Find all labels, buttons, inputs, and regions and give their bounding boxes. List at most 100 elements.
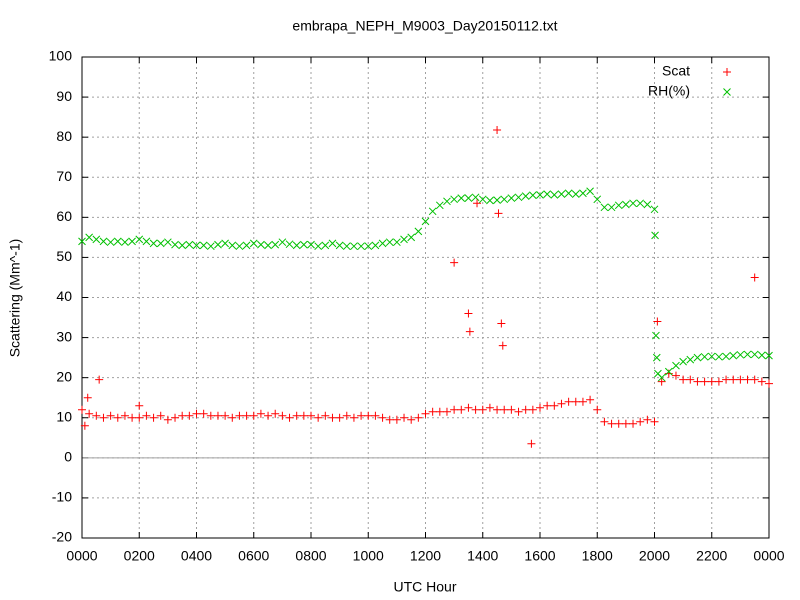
point — [80, 421, 89, 430]
point — [92, 411, 101, 420]
point — [95, 375, 104, 384]
point — [414, 227, 423, 236]
x-tick-label: 0400 — [181, 548, 212, 564]
point — [536, 191, 544, 199]
point — [278, 238, 287, 247]
point — [378, 239, 387, 248]
point — [128, 413, 137, 422]
point — [321, 241, 330, 250]
y-tick-label: 80 — [56, 128, 72, 144]
point — [357, 242, 365, 251]
point — [349, 413, 358, 422]
point — [564, 397, 573, 406]
y-tick-label: 70 — [56, 168, 72, 184]
point — [83, 393, 92, 402]
point — [335, 413, 344, 422]
point — [450, 405, 459, 414]
point — [650, 205, 659, 214]
point — [586, 187, 594, 196]
legend-marker — [723, 68, 731, 76]
point — [514, 193, 523, 202]
point — [235, 411, 244, 420]
point — [507, 405, 516, 414]
point — [385, 415, 394, 424]
point — [464, 403, 473, 412]
point — [652, 331, 660, 340]
x-tick-label: 0200 — [124, 548, 155, 564]
point — [120, 411, 129, 420]
point — [264, 411, 273, 420]
point — [78, 405, 86, 414]
point — [550, 191, 559, 199]
y-tick-label: 20 — [56, 368, 72, 384]
point — [493, 125, 502, 134]
point — [557, 399, 566, 408]
point — [494, 209, 503, 218]
point — [457, 194, 466, 202]
point — [636, 417, 645, 426]
point — [686, 355, 695, 364]
point — [527, 439, 536, 448]
x-tick-label: 0000 — [66, 548, 97, 564]
point — [657, 377, 666, 386]
point — [292, 411, 301, 420]
point — [400, 235, 408, 244]
point — [629, 199, 637, 208]
point — [622, 200, 630, 209]
point — [521, 405, 530, 414]
point — [428, 407, 437, 416]
point — [600, 417, 609, 426]
point — [693, 353, 702, 362]
point — [178, 241, 187, 250]
point — [206, 411, 215, 420]
point — [486, 196, 494, 205]
point — [550, 401, 559, 410]
point — [651, 231, 659, 240]
point — [614, 419, 623, 428]
point — [242, 241, 251, 250]
point — [672, 361, 680, 370]
point — [614, 201, 623, 210]
point — [142, 237, 151, 246]
point — [199, 409, 208, 418]
point — [650, 417, 659, 426]
point — [235, 242, 244, 251]
point — [307, 411, 315, 420]
point — [652, 353, 661, 362]
y-axis-label: Scattering (Mm^-1) — [7, 239, 23, 358]
point — [607, 419, 616, 428]
point — [278, 411, 287, 420]
point — [214, 240, 222, 249]
point — [221, 411, 230, 420]
point — [121, 238, 129, 247]
point — [407, 415, 416, 424]
point — [342, 242, 351, 251]
point — [307, 240, 315, 249]
point — [135, 235, 144, 244]
point — [715, 352, 723, 361]
point — [536, 403, 544, 412]
point — [206, 242, 215, 251]
point — [450, 195, 458, 204]
point — [171, 413, 180, 422]
y-tick-label: -20 — [52, 529, 72, 545]
point — [498, 341, 507, 350]
point — [342, 411, 351, 420]
point — [473, 199, 482, 208]
point — [106, 238, 115, 247]
point — [664, 369, 673, 378]
point — [528, 191, 537, 200]
point — [113, 237, 122, 246]
point — [85, 233, 94, 242]
point — [679, 375, 688, 384]
point — [378, 413, 387, 422]
point — [428, 207, 437, 216]
y-tick-label: 40 — [56, 288, 72, 304]
point — [557, 190, 566, 198]
x-tick-label: 0600 — [238, 548, 269, 564]
x-tick-label: 2200 — [696, 548, 727, 564]
point — [85, 409, 94, 418]
point — [393, 238, 401, 247]
point — [543, 190, 552, 198]
y-tick-label: 90 — [56, 88, 72, 104]
